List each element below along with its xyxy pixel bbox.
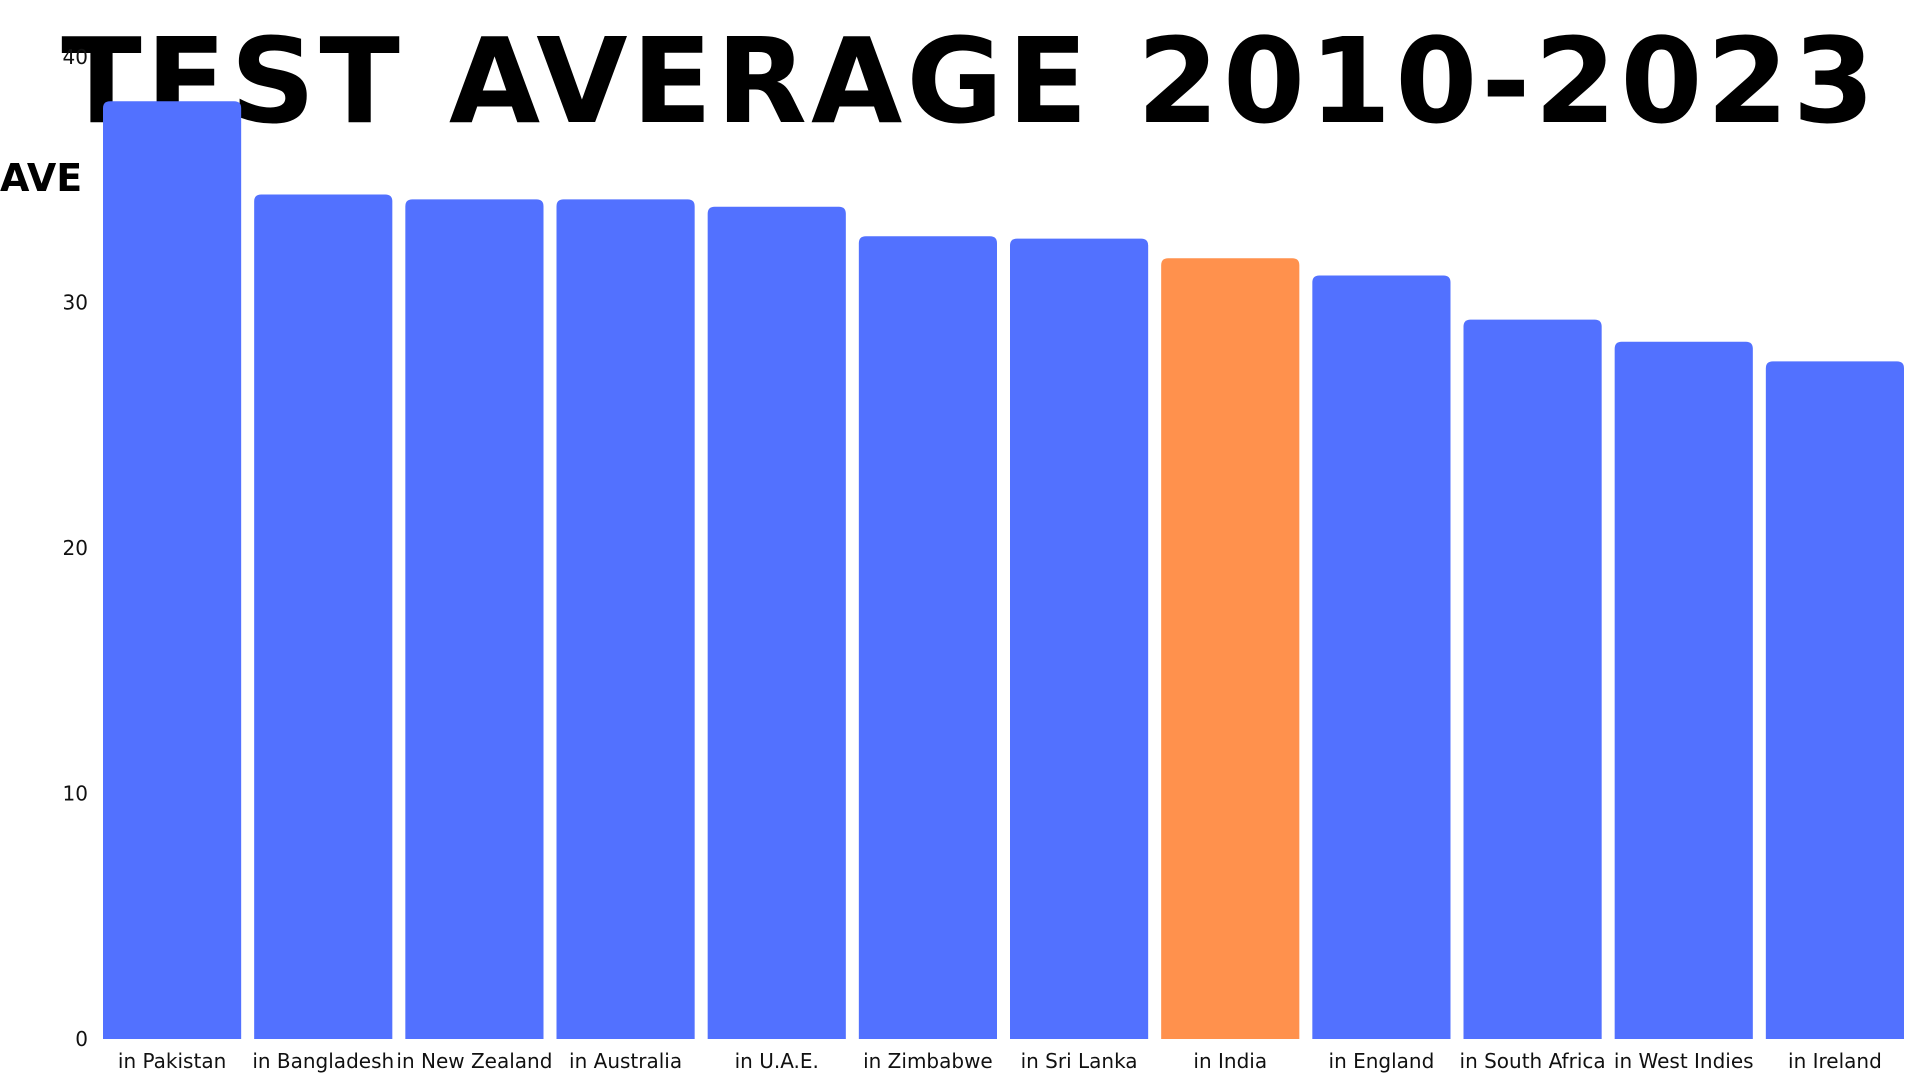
bar-in-pakistan — [103, 101, 242, 1039]
bar-in-u-a-e — [707, 206, 846, 1039]
bar-in-australia — [556, 199, 695, 1039]
bar-in-sri-lanka — [1010, 238, 1149, 1040]
chart-title: TEST AVERAGE 2010-2023 — [61, 12, 1878, 150]
y-tick-label: 40 — [63, 45, 88, 69]
bar-in-south-africa — [1463, 319, 1602, 1039]
x-tick-label: in U.A.E. — [735, 1049, 819, 1073]
bar-in-west-indies — [1614, 341, 1753, 1039]
bar-in-india — [1161, 258, 1300, 1039]
x-tick-label: in England — [1329, 1049, 1435, 1073]
x-tick-label: in Australia — [569, 1049, 682, 1073]
x-axis-ticks: in Pakistan in Bangladesh in New Zealand in… — [118, 1049, 1882, 1073]
bar-in-bangladesh — [254, 194, 393, 1040]
x-tick-label: in New Zealand — [396, 1049, 552, 1073]
bars-group — [103, 101, 1904, 1040]
x-tick-label: in Sri Lanka — [1021, 1049, 1138, 1073]
x-tick-label: in Bangladesh — [252, 1049, 394, 1073]
bar-in-england — [1312, 275, 1451, 1039]
y-axis-ticks: 0 10 20 30 40 — [63, 45, 88, 1051]
x-tick-label: in Ireland — [1788, 1049, 1882, 1073]
bar-in-ireland — [1765, 361, 1904, 1039]
x-tick-label: in Zimbabwe — [863, 1049, 993, 1073]
y-tick-label: 0 — [75, 1027, 88, 1051]
bar-in-zimbabwe — [858, 236, 997, 1040]
y-axis-label: AVE — [0, 156, 82, 200]
y-tick-label: 20 — [63, 536, 88, 560]
x-tick-label: in West Indies — [1614, 1049, 1754, 1073]
y-tick-label: 30 — [63, 291, 88, 315]
x-tick-label: in South Africa — [1460, 1049, 1606, 1073]
x-tick-label: in India — [1193, 1049, 1267, 1073]
x-tick-label: in Pakistan — [118, 1049, 226, 1073]
bar-in-new-zealand — [405, 199, 544, 1039]
y-tick-label: 10 — [63, 782, 88, 806]
